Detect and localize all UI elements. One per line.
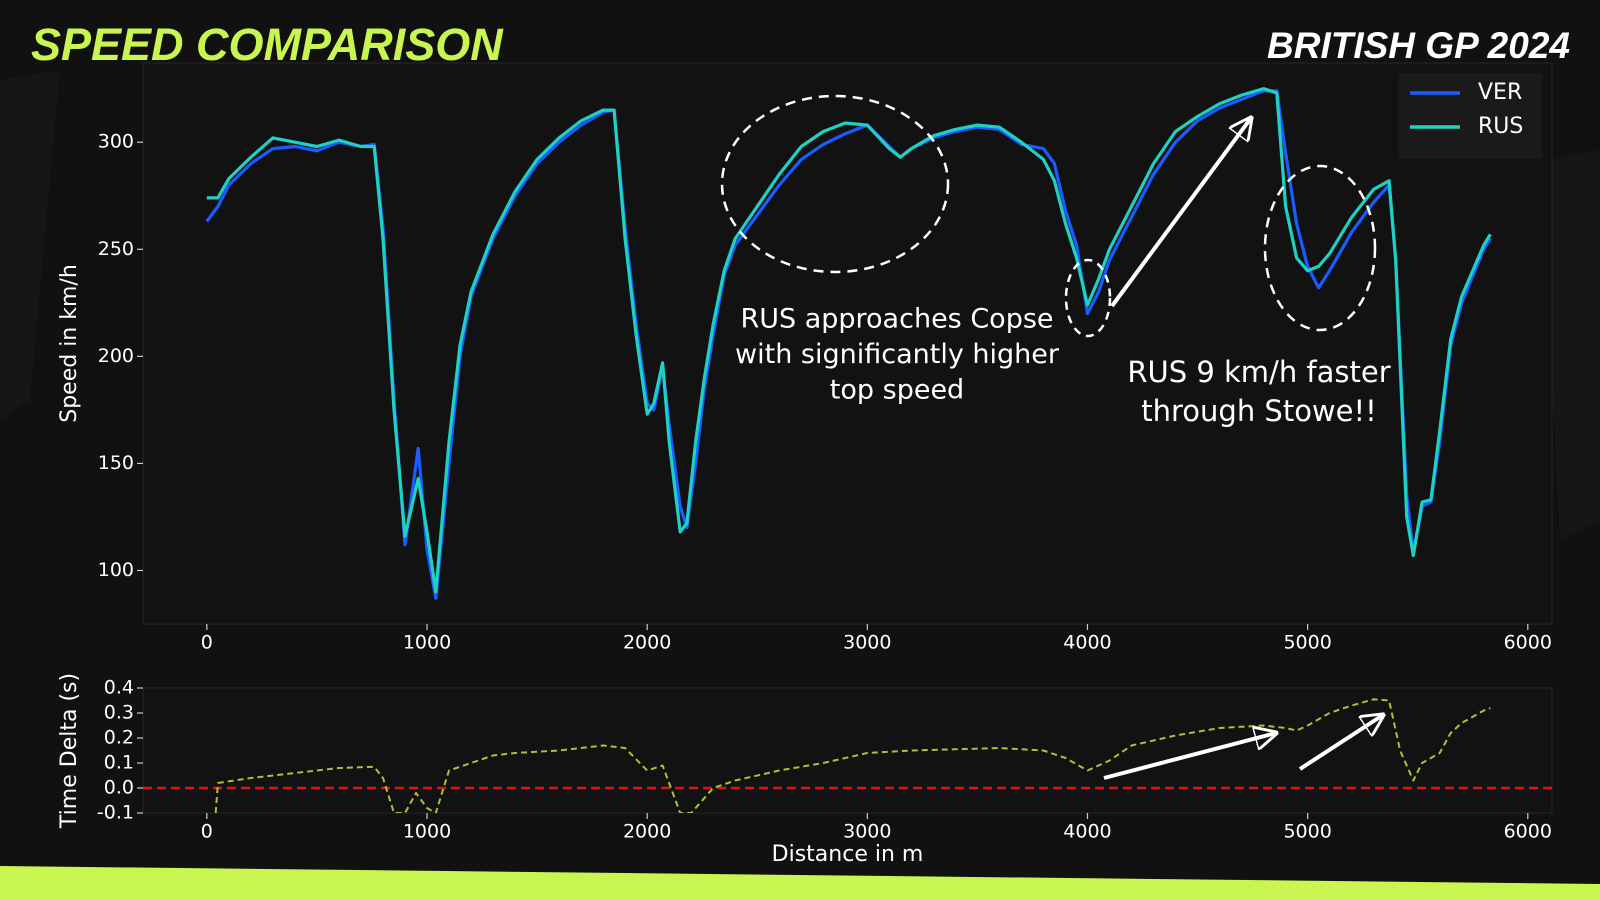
x-tick-label: 1000: [403, 821, 451, 843]
y-tick-label: 100: [98, 559, 134, 581]
series-line: [214, 698, 1491, 813]
x-tick-label: 6000: [1504, 821, 1552, 843]
y-axis-label: Speed in km/h: [57, 264, 82, 423]
subtitle: BRITISH GP 2024: [1267, 25, 1570, 66]
x-tick-label: 1000: [403, 632, 451, 654]
x-tick-label: 5000: [1283, 632, 1331, 654]
x-tick-label: 2000: [623, 821, 671, 843]
arrow: [1103, 733, 1276, 780]
x-tick-label: 0: [201, 632, 213, 654]
arrow: [1298, 715, 1383, 771]
annotation: RUS approaches Copse: [740, 304, 1053, 335]
highlight-ellipse: [720, 94, 950, 274]
plot-frame: [142, 687, 1553, 814]
plot-frame: [142, 62, 1553, 625]
arrow: [1110, 118, 1251, 308]
y-tick-label: 150: [98, 452, 134, 474]
y-tick-label: 250: [98, 238, 134, 260]
x-axis-label: Distance in m: [772, 842, 924, 867]
y-tick-label: 0.1: [104, 752, 134, 774]
title: SPEED COMPARISON: [31, 19, 504, 70]
series-line: [206, 87, 1492, 594]
series-line: [205, 89, 1492, 600]
highlight-ellipse: [1064, 258, 1112, 338]
axes: 0 1000 2000 3000 4000 5000 6000100150200250300…: [57, 73, 1552, 867]
x-tick-label: 4000: [1063, 821, 1111, 843]
bg-shape: [0, 70, 60, 420]
x-tick-label: 3000: [843, 821, 891, 843]
x-tick-label: 3000: [843, 632, 891, 654]
annotation: through Stowe!!: [1141, 394, 1377, 428]
y-tick-label: 0.0: [104, 777, 134, 799]
y-tick-label: -0.1: [97, 802, 134, 824]
plot-area: [205, 87, 1492, 600]
footer-stripe: [0, 866, 1600, 900]
y-axis-label: Time Delta (s): [57, 673, 82, 829]
annotation: top speed: [830, 375, 964, 406]
x-tick-label: 0: [201, 821, 213, 843]
x-tick-label: 5000: [1283, 821, 1331, 843]
y-tick-label: 0.2: [104, 727, 134, 749]
annotation: RUS 9 km/h faster: [1127, 355, 1390, 389]
x-tick-label: 4000: [1063, 632, 1111, 654]
y-tick-label: 300: [98, 131, 134, 153]
y-tick-label: 0.4: [104, 677, 134, 699]
legend-label: VER: [1478, 80, 1522, 105]
y-tick-label: 200: [98, 345, 134, 367]
plot-area: [143, 698, 1552, 813]
x-tick-label: 6000: [1504, 632, 1552, 654]
y-tick-label: 0.3: [104, 702, 134, 724]
annotation: with significantly higher: [735, 339, 1060, 370]
bg-shape: [1540, 150, 1600, 540]
x-tick-label: 2000: [623, 632, 671, 654]
legend-label: RUS: [1478, 114, 1523, 139]
highlight-ellipse: [1263, 164, 1377, 332]
